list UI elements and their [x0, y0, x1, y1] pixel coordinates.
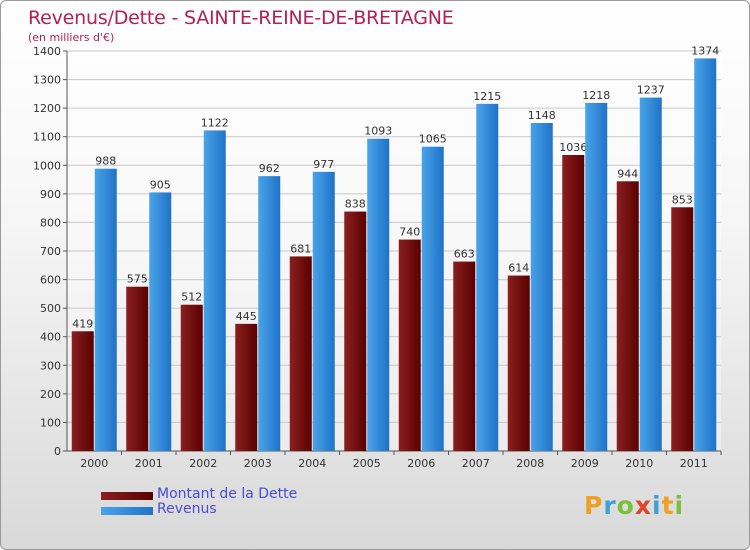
bar-revenus	[312, 171, 335, 451]
bar-revenus	[367, 138, 390, 451]
bar-dette	[71, 331, 94, 451]
x-tick-label: 2006	[407, 457, 435, 470]
bar-dette	[344, 211, 367, 451]
data-label-dette: 419	[72, 317, 93, 330]
data-label-revenus: 1374	[691, 44, 719, 57]
bar-revenus	[421, 146, 444, 451]
data-label-dette: 614	[508, 262, 529, 275]
y-tick-label: 200	[40, 388, 61, 401]
data-label-revenus: 1237	[637, 84, 665, 97]
x-tick-label: 2008	[516, 457, 544, 470]
y-tick-label: 500	[40, 302, 61, 315]
data-label-revenus: 1218	[582, 89, 610, 102]
chart-title: Revenus/Dette - SAINTE-REINE-DE-BRETAGNE	[28, 7, 454, 29]
bar-revenus	[530, 123, 553, 451]
bar-dette	[235, 323, 258, 451]
data-label-dette: 853	[672, 193, 693, 206]
data-label-revenus: 1148	[528, 109, 556, 122]
proxiti-logo: Proxiti	[584, 491, 684, 520]
y-tick-label: 400	[40, 331, 61, 344]
y-tick-label: 900	[40, 188, 61, 201]
x-tick-label: 2003	[244, 457, 272, 470]
bar-dette	[180, 304, 203, 451]
y-tick-label: 700	[40, 245, 61, 258]
x-tick-label: 2002	[189, 457, 217, 470]
y-tick-label: 1000	[33, 159, 61, 172]
x-tick-label: 2009	[571, 457, 599, 470]
x-tick-label: 2005	[353, 457, 381, 470]
bar-dette	[671, 207, 694, 451]
x-tick-label: 2001	[135, 457, 163, 470]
logo-letter: t	[661, 491, 675, 520]
data-label-revenus: 962	[259, 162, 280, 175]
y-tick-label: 300	[40, 359, 61, 372]
data-label-dette: 838	[345, 198, 366, 211]
data-label-dette: 512	[181, 291, 202, 304]
bar-revenus	[639, 97, 662, 452]
x-tick-label: 2011	[680, 457, 708, 470]
data-label-dette: 681	[290, 242, 311, 255]
data-label-dette: 663	[454, 248, 475, 261]
y-tick-label: 0	[54, 445, 61, 458]
data-label-dette: 445	[236, 310, 257, 323]
logo-letter: r	[603, 491, 617, 520]
bar-revenus	[149, 192, 172, 451]
data-label-dette: 575	[127, 273, 148, 286]
bar-dette	[453, 261, 476, 451]
bar-dette	[289, 256, 312, 451]
data-label-dette: 740	[399, 226, 420, 239]
y-tick-label: 800	[40, 216, 61, 229]
bar-dette	[126, 286, 149, 451]
bar-revenus	[203, 130, 226, 451]
x-tick-label: 2010	[625, 457, 653, 470]
bar-revenus	[258, 176, 281, 451]
bar-dette	[616, 181, 639, 452]
bar-revenus	[585, 103, 608, 451]
bar-dette	[398, 239, 421, 451]
legend-label-dette: Montant de la Dette	[157, 486, 298, 502]
data-label-revenus: 1122	[201, 116, 229, 129]
legend-swatch-dette	[101, 492, 153, 500]
data-label-revenus: 977	[313, 158, 334, 171]
data-label-revenus: 905	[150, 178, 171, 191]
y-tick-label: 1100	[33, 131, 61, 144]
data-label-revenus: 988	[95, 155, 116, 168]
legend-swatch-revenus	[101, 507, 153, 515]
logo-letter: i	[652, 491, 662, 520]
bar-revenus	[476, 103, 499, 451]
data-label-revenus: 1093	[364, 125, 392, 138]
legend-label-revenus: Revenus	[157, 501, 217, 517]
y-tick-label: 1400	[33, 45, 61, 58]
bar-dette	[562, 155, 585, 451]
bar-revenus	[94, 168, 117, 451]
x-tick-label: 2007	[462, 457, 490, 470]
logo-letter: P	[584, 491, 604, 520]
y-tick-label: 1300	[33, 74, 61, 87]
data-label-dette: 1036	[559, 141, 587, 154]
bar-revenus	[694, 58, 717, 452]
logo-letter: i	[674, 491, 685, 520]
y-tick-label: 1200	[33, 102, 61, 115]
data-label-revenus: 1065	[419, 133, 447, 146]
y-tick-label: 600	[40, 274, 61, 287]
x-tick-label: 2000	[80, 457, 108, 470]
logo-letter: x	[634, 491, 652, 520]
chart-subtitle: (en milliers d'€)	[28, 31, 115, 44]
bar-dette	[507, 275, 530, 451]
logo-letter: o	[616, 491, 635, 520]
data-label-dette: 944	[617, 167, 638, 180]
data-label-revenus: 1215	[473, 90, 501, 103]
y-tick-label: 100	[40, 416, 61, 429]
x-tick-label: 2004	[298, 457, 326, 470]
